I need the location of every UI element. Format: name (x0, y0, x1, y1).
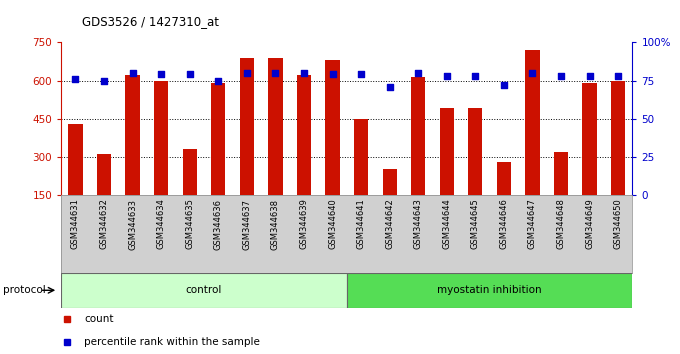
Text: GSM344647: GSM344647 (528, 199, 537, 250)
Point (327, 72, 338, 77)
Text: GSM344650: GSM344650 (613, 199, 623, 249)
Text: GSM344640: GSM344640 (328, 199, 337, 249)
Bar (68, 124, 82, 195)
Point (156, 72, 167, 77)
Point (241, 70, 252, 76)
Bar (611, 80, 625, 195)
Text: myostatin inhibition: myostatin inhibition (437, 285, 542, 295)
Bar (296, 75, 311, 195)
Bar (582, 83, 596, 195)
Point (184, 72, 195, 77)
Text: GSM344642: GSM344642 (385, 199, 394, 249)
Bar (125, 75, 139, 195)
Bar (496, 162, 511, 195)
Bar (468, 108, 482, 195)
Point (127, 70, 138, 76)
Point (470, 73, 481, 79)
Text: GSM344644: GSM344644 (442, 199, 452, 249)
FancyBboxPatch shape (347, 273, 632, 308)
Bar (354, 119, 368, 195)
Point (99, 78, 109, 83)
Point (527, 70, 538, 76)
Text: GSM344631: GSM344631 (71, 199, 80, 250)
FancyBboxPatch shape (61, 273, 347, 308)
Point (270, 70, 281, 76)
Text: GSM344638: GSM344638 (271, 199, 280, 250)
Point (356, 72, 367, 77)
Point (384, 84, 395, 90)
Point (556, 73, 566, 79)
Bar (382, 169, 396, 195)
Bar (154, 80, 168, 195)
Bar (439, 108, 454, 195)
Point (613, 73, 624, 79)
Point (413, 70, 424, 76)
Text: GSM344633: GSM344633 (128, 199, 137, 250)
Text: GSM344646: GSM344646 (499, 199, 509, 250)
Bar (411, 77, 425, 195)
Bar (97, 154, 111, 195)
Text: GSM344641: GSM344641 (356, 199, 366, 249)
Bar (525, 50, 539, 195)
Text: GSM344632: GSM344632 (99, 199, 109, 250)
Bar (268, 58, 282, 195)
Bar (325, 60, 339, 195)
Text: protocol: protocol (3, 285, 46, 295)
Text: GSM344645: GSM344645 (471, 199, 480, 249)
Text: GSM344637: GSM344637 (242, 199, 252, 250)
Point (584, 73, 595, 79)
Text: GDS3526 / 1427310_at: GDS3526 / 1427310_at (82, 15, 218, 28)
Point (213, 78, 224, 83)
Text: control: control (186, 285, 222, 295)
Text: GSM344634: GSM344634 (156, 199, 166, 250)
Point (441, 73, 452, 79)
Point (299, 70, 309, 76)
Point (70, 76, 81, 82)
Text: GSM344639: GSM344639 (299, 199, 309, 250)
Text: count: count (84, 314, 114, 325)
Text: GSM344635: GSM344635 (185, 199, 194, 250)
Bar (211, 83, 225, 195)
Text: percentile rank within the sample: percentile rank within the sample (84, 337, 260, 348)
Text: GSM344648: GSM344648 (556, 199, 566, 250)
Text: GSM344636: GSM344636 (214, 199, 223, 250)
Bar (239, 58, 254, 195)
Point (498, 82, 509, 88)
Text: GSM344649: GSM344649 (585, 199, 594, 249)
Text: GSM344643: GSM344643 (413, 199, 423, 250)
Bar (554, 152, 568, 195)
Bar (182, 149, 197, 195)
